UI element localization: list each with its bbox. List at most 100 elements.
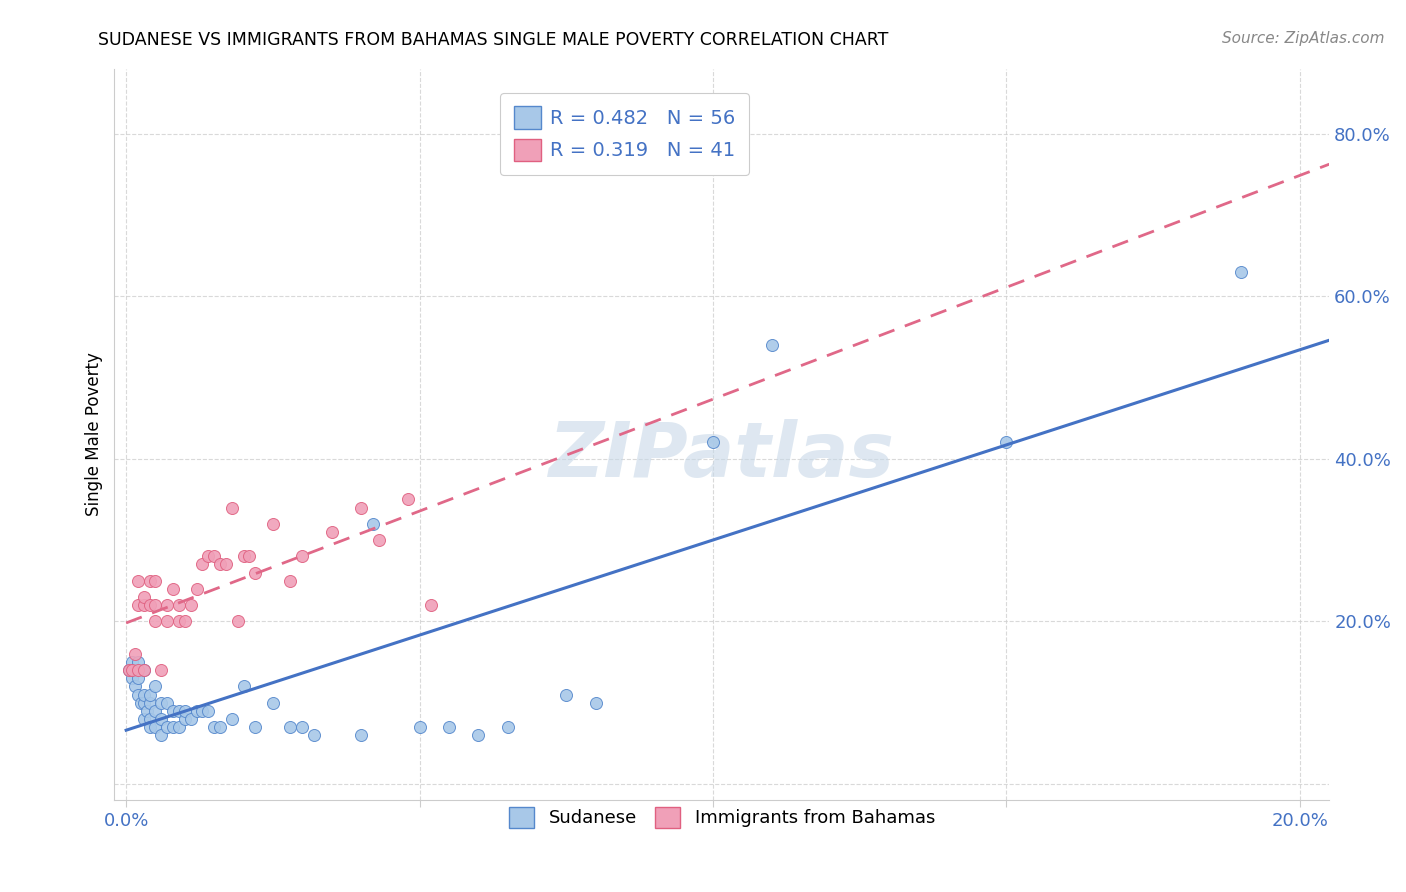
Point [437, 720, 460, 734]
Point [145, 704, 167, 718]
Point [121, 663, 143, 677]
Point [167, 720, 190, 734]
Point [156, 598, 179, 612]
Point [291, 720, 314, 734]
Point [197, 704, 219, 718]
Point [420, 598, 443, 612]
Point [995, 435, 1018, 450]
Point [262, 516, 284, 531]
Point [496, 720, 519, 734]
Point [186, 704, 208, 718]
Point [145, 680, 167, 694]
Point [262, 696, 284, 710]
Y-axis label: Single Male Poverty: Single Male Poverty [86, 352, 103, 516]
Point [145, 574, 167, 588]
Point [124, 647, 146, 661]
Point [186, 582, 208, 596]
Point [162, 720, 184, 734]
Point [202, 720, 225, 734]
Point [361, 516, 384, 531]
Point [191, 704, 214, 718]
Point [138, 598, 160, 612]
Point [1230, 265, 1253, 279]
Point [232, 549, 254, 564]
Point [209, 558, 232, 572]
Point [129, 696, 152, 710]
Point [132, 696, 155, 710]
Point [173, 704, 195, 718]
Point [127, 663, 149, 677]
Point [138, 574, 160, 588]
Point [167, 704, 190, 718]
Point [138, 696, 160, 710]
Point [150, 696, 173, 710]
Point [118, 663, 141, 677]
Point [132, 688, 155, 702]
Point [132, 663, 155, 677]
Point [132, 590, 155, 604]
Point [350, 500, 373, 515]
Point [167, 598, 190, 612]
Point [197, 549, 219, 564]
Point [191, 558, 214, 572]
Point [150, 728, 173, 742]
Point [156, 615, 179, 629]
Point [121, 655, 143, 669]
Point [467, 728, 489, 742]
Point [135, 704, 157, 718]
Point [350, 728, 373, 742]
Point [238, 549, 260, 564]
Point [150, 712, 173, 726]
Point [291, 549, 314, 564]
Point [150, 663, 173, 677]
Point [138, 712, 160, 726]
Point [761, 338, 783, 352]
Point [162, 582, 184, 596]
Point [156, 720, 179, 734]
Point [132, 598, 155, 612]
Point [145, 598, 167, 612]
Legend: Sudanese, Immigrants from Bahamas: Sudanese, Immigrants from Bahamas [502, 800, 942, 835]
Point [145, 720, 167, 734]
Point [173, 712, 195, 726]
Point [209, 720, 232, 734]
Point [226, 615, 249, 629]
Point [221, 712, 243, 726]
Point [302, 728, 325, 742]
Point [321, 524, 343, 539]
Point [245, 566, 267, 580]
Point [221, 500, 243, 515]
Point [124, 680, 146, 694]
Point [396, 492, 419, 507]
Text: Source: ZipAtlas.com: Source: ZipAtlas.com [1222, 31, 1385, 46]
Point [162, 704, 184, 718]
Point [215, 558, 238, 572]
Point [132, 712, 155, 726]
Point [702, 435, 724, 450]
Point [555, 688, 578, 702]
Text: ZIPatlas: ZIPatlas [548, 419, 894, 493]
Point [167, 615, 190, 629]
Point [173, 615, 195, 629]
Point [121, 671, 143, 685]
Point [202, 549, 225, 564]
Point [127, 688, 149, 702]
Point [138, 688, 160, 702]
Point [245, 720, 267, 734]
Text: SUDANESE VS IMMIGRANTS FROM BAHAMAS SINGLE MALE POVERTY CORRELATION CHART: SUDANESE VS IMMIGRANTS FROM BAHAMAS SING… [98, 31, 889, 49]
Point [132, 663, 155, 677]
Point [280, 574, 302, 588]
Point [232, 680, 254, 694]
Point [127, 655, 149, 669]
Point [585, 696, 607, 710]
Point [280, 720, 302, 734]
Point [145, 615, 167, 629]
Point [127, 574, 149, 588]
Point [408, 720, 430, 734]
Point [367, 533, 389, 547]
Point [180, 598, 202, 612]
Point [138, 720, 160, 734]
Point [118, 663, 141, 677]
Point [127, 671, 149, 685]
Point [156, 696, 179, 710]
